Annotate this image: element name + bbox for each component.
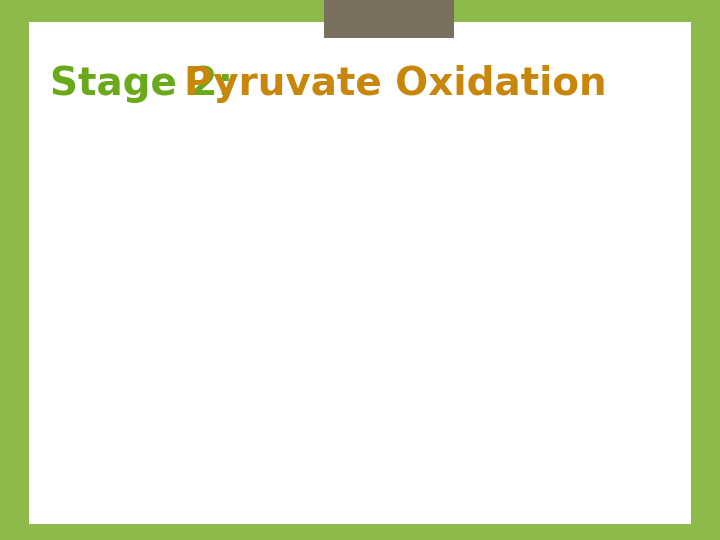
Text: Stage 2:: Stage 2:	[50, 65, 247, 103]
Circle shape	[176, 146, 197, 167]
Text: Pyruvate Oxidation: Pyruvate Oxidation	[184, 65, 606, 103]
Text: +: +	[146, 217, 156, 227]
Text: Pyruvate: Pyruvate	[272, 149, 350, 164]
Circle shape	[260, 224, 284, 248]
Text: CO: CO	[290, 240, 317, 258]
Circle shape	[251, 146, 271, 167]
Text: 3) A compound called
Coenzyme A (CoA) becomes
attached to the remaining 2-
carbo: 3) A compound called Coenzyme A (CoA) be…	[352, 187, 644, 284]
Text: Acetyl - CoA: Acetyl - CoA	[166, 407, 319, 427]
Text: NADH: NADH	[117, 250, 171, 268]
Text: 2: 2	[321, 249, 328, 259]
Text: NAD: NAD	[117, 219, 157, 238]
Text: CoA: CoA	[241, 289, 281, 307]
Circle shape	[212, 131, 238, 157]
